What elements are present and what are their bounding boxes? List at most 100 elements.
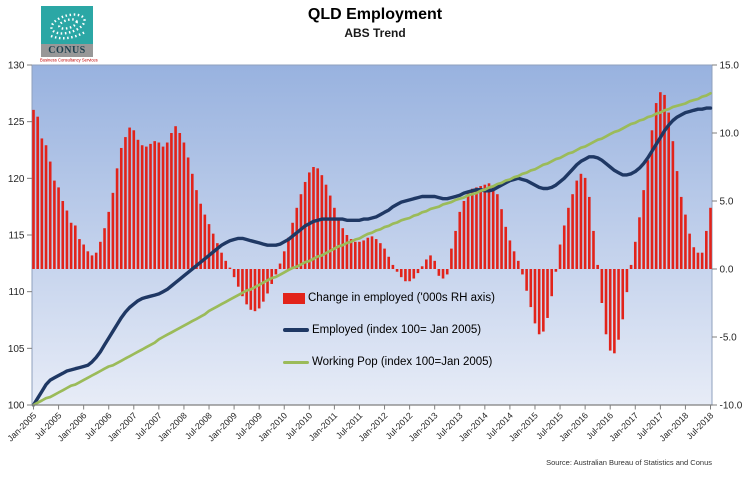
logo-swirl-icon xyxy=(41,6,93,44)
change-bar xyxy=(82,244,85,269)
change-bar xyxy=(111,192,115,269)
change-bar xyxy=(675,171,679,269)
conus-logo: CONUS Business Consultancy Services xyxy=(36,6,100,63)
right-axis-label: -10.0 xyxy=(720,401,743,412)
logo-name: CONUS xyxy=(48,45,86,56)
left-axis-label: 100 xyxy=(8,401,25,412)
change-bar xyxy=(124,137,127,269)
change-bar xyxy=(53,180,56,269)
change-bar xyxy=(157,142,161,269)
change-bar xyxy=(705,230,708,269)
change-bar xyxy=(387,256,391,269)
change-bar xyxy=(416,269,420,274)
change-bar xyxy=(287,237,290,269)
change-bar xyxy=(128,127,131,269)
change-bar xyxy=(433,260,436,269)
change-bar xyxy=(475,187,478,269)
change-bar xyxy=(32,109,35,269)
change-bar xyxy=(454,230,457,269)
change-bar xyxy=(257,269,261,309)
employed-line xyxy=(31,106,713,407)
change-bar xyxy=(600,269,604,303)
change-bar xyxy=(588,196,591,269)
change-bar xyxy=(521,269,524,275)
change-bar xyxy=(462,201,466,269)
change-bar xyxy=(203,214,207,269)
change-bar xyxy=(90,255,94,269)
legend-item-change: Change in employed ('000s RH axis) xyxy=(283,292,495,304)
left-axis-label: 130 xyxy=(8,61,25,72)
change-bar xyxy=(349,239,353,269)
legend-label: Change in employed ('000s RH axis) xyxy=(308,292,495,304)
change-bar xyxy=(103,228,106,269)
change-bar xyxy=(374,239,378,269)
change-bar xyxy=(370,236,374,269)
change-bar xyxy=(525,269,528,291)
change-bar xyxy=(366,237,370,269)
change-bar xyxy=(115,168,119,269)
change-bar xyxy=(358,241,361,269)
change-bar xyxy=(429,255,432,269)
change-bar xyxy=(153,141,156,269)
change-bar xyxy=(199,203,202,269)
change-bar xyxy=(362,240,365,269)
change-bar xyxy=(161,146,165,269)
change-bar xyxy=(441,269,445,279)
change-bar xyxy=(629,264,633,269)
change-bar xyxy=(195,190,198,269)
change-bar xyxy=(174,126,177,269)
change-bar xyxy=(659,92,662,269)
change-bar xyxy=(224,260,228,269)
change-bar xyxy=(466,192,470,269)
change-bar xyxy=(94,252,98,269)
left-axis-label: 105 xyxy=(8,344,25,355)
left-axis-label: 120 xyxy=(8,174,25,185)
change-bar xyxy=(546,269,549,318)
change-bar xyxy=(107,211,111,269)
change-bar xyxy=(700,252,704,269)
change-bar xyxy=(412,269,416,279)
change-bar xyxy=(328,195,332,269)
change-bar xyxy=(654,103,658,269)
left-axis-label: 110 xyxy=(9,287,25,298)
change-bar xyxy=(483,184,487,269)
change-bar xyxy=(575,180,579,269)
change-bar xyxy=(608,269,612,351)
change-bar xyxy=(236,269,240,287)
change-bar xyxy=(295,207,299,269)
right-axis-label: 5.0 xyxy=(720,197,734,208)
change-bar xyxy=(228,267,232,269)
change-bar xyxy=(533,269,537,324)
change-bar xyxy=(596,264,599,269)
change-bar xyxy=(450,248,453,269)
change-bar xyxy=(86,251,90,269)
change-bar xyxy=(408,269,411,282)
bar-series-swatch xyxy=(283,292,305,304)
change-bar xyxy=(320,175,324,269)
change-bar xyxy=(220,252,223,269)
change-bar xyxy=(404,269,407,282)
source-note: Source: Australian Bureau of Statistics … xyxy=(546,458,712,467)
change-bar xyxy=(558,244,562,269)
legend-label: Working Pop (index 100=Jan 2005) xyxy=(312,356,493,368)
change-bar xyxy=(308,172,311,269)
change-bar xyxy=(445,269,449,275)
x-axis-label: Jan-2005 xyxy=(5,410,38,443)
change-bar xyxy=(671,141,675,269)
change-bar xyxy=(245,269,248,305)
change-bar xyxy=(516,260,520,269)
left-axis-label: 125 xyxy=(8,117,25,128)
chart-legend: Change in employed ('000s RH axis) Emplo… xyxy=(283,292,495,368)
change-bar xyxy=(470,188,474,269)
change-bar xyxy=(650,130,654,269)
change-bar xyxy=(504,226,508,269)
change-bar xyxy=(537,269,541,335)
change-bar xyxy=(642,190,645,269)
change-bar xyxy=(646,160,650,269)
change-bar xyxy=(379,243,382,269)
logo-name-band: CONUS xyxy=(41,44,93,57)
legend-label: Employed (index 100= Jan 2005) xyxy=(312,324,482,336)
change-bar xyxy=(241,269,244,297)
change-bar xyxy=(44,145,48,269)
change-bar xyxy=(420,266,424,269)
